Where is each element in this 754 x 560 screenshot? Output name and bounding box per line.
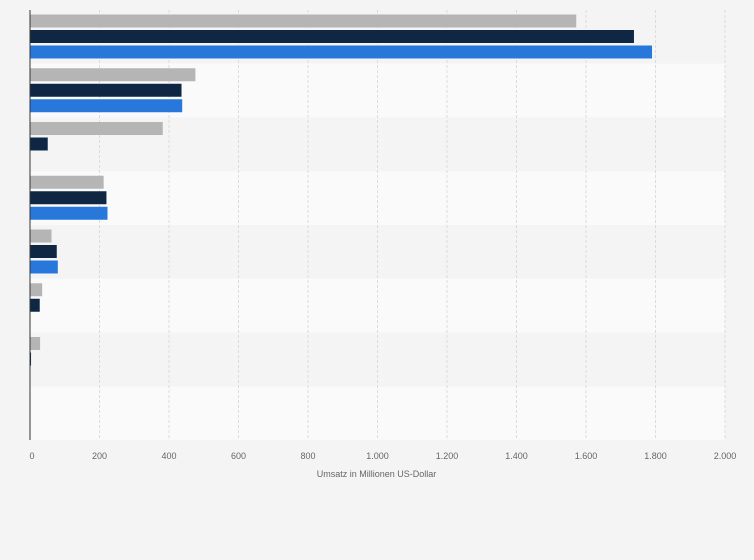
bar — [30, 30, 634, 43]
x-tick-label: 1.400 — [505, 451, 528, 461]
x-tick-label: 1.800 — [644, 451, 667, 461]
x-tick-label: 400 — [161, 451, 176, 461]
bar — [30, 283, 43, 297]
bar — [30, 122, 163, 135]
x-axis-title: Umsatz in Millionen US-Dollar — [317, 469, 437, 479]
x-tick-label: 1.600 — [575, 451, 598, 461]
bar — [30, 83, 182, 97]
bar — [30, 137, 48, 151]
bar — [30, 45, 653, 59]
bars — [30, 14, 653, 366]
bar — [30, 352, 32, 366]
bar — [30, 175, 104, 189]
bar — [30, 229, 52, 243]
x-tick-label: 1.000 — [366, 451, 389, 461]
gridlines — [99, 10, 726, 440]
bar — [30, 191, 107, 205]
x-tick-label: 800 — [300, 451, 315, 461]
x-tick-label: 1.200 — [436, 451, 459, 461]
x-tick-label: 2.000 — [714, 451, 737, 461]
bar — [30, 206, 108, 220]
bar — [30, 99, 183, 113]
bar — [30, 14, 577, 28]
bar — [30, 298, 40, 312]
bar — [30, 245, 57, 258]
bar — [30, 337, 41, 350]
x-tick-label: 0 — [29, 451, 34, 461]
x-tick-label: 200 — [92, 451, 107, 461]
bar — [30, 68, 196, 82]
x-tick-label: 600 — [231, 451, 246, 461]
x-axis-ticks: 0 200 400 600 800 1.000 1.200 1.400 1.600 1.800 2.… — [29, 451, 736, 461]
bar — [30, 260, 58, 274]
